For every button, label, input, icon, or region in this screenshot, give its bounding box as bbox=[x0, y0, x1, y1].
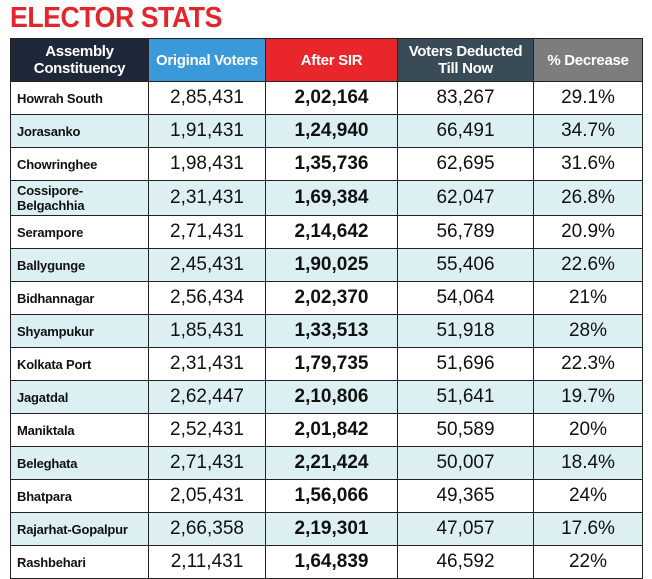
value-cell: 31.6% bbox=[533, 147, 643, 181]
value-cell: 2,52,431 bbox=[148, 413, 266, 447]
value-cell: 2,05,431 bbox=[148, 479, 266, 513]
value-cell: 1,69,384 bbox=[265, 180, 398, 216]
value-cell: 1,64,839 bbox=[265, 545, 398, 579]
value-cell: 2,85,431 bbox=[148, 81, 266, 115]
value-cell: 1,56,066 bbox=[265, 479, 398, 513]
value-cell: 54,064 bbox=[397, 281, 534, 315]
value-cell: 1,24,940 bbox=[265, 114, 398, 148]
value-cell: 2,62,447 bbox=[148, 380, 266, 414]
value-cell: 62,047 bbox=[397, 180, 534, 216]
constituency-cell: Serampore bbox=[10, 215, 149, 249]
constituency-cell: Howrah South bbox=[10, 81, 149, 115]
value-cell: 66,491 bbox=[397, 114, 534, 148]
value-cell: 51,696 bbox=[397, 347, 534, 381]
value-cell: 20.9% bbox=[533, 215, 643, 249]
title: ELECTOR STATS bbox=[10, 2, 222, 34]
column-header: % Decrease bbox=[533, 38, 643, 82]
table-row: Jagatdal 2,62,447 2,10,806 51,641 19.7% bbox=[10, 380, 643, 414]
table-row: Serampore 2,71,431 2,14,642 56,789 20.9% bbox=[10, 215, 643, 249]
table-row: Beleghata 2,71,431 2,21,424 50,007 18.4% bbox=[10, 446, 643, 480]
value-cell: 17.6% bbox=[533, 512, 643, 546]
value-cell: 24% bbox=[533, 479, 643, 513]
value-cell: 62,695 bbox=[397, 147, 534, 181]
value-cell: 2,71,431 bbox=[148, 446, 266, 480]
table-row: Kolkata Port 2,31,431 1,79,735 51,696 22.3% bbox=[10, 347, 643, 381]
value-cell: 1,35,736 bbox=[265, 147, 398, 181]
table-row: Chowringhee 1,98,431 1,35,736 62,695 31.6% bbox=[10, 147, 643, 181]
value-cell: 22.3% bbox=[533, 347, 643, 381]
value-cell: 22.6% bbox=[533, 248, 643, 282]
column-header: Assembly Constituency bbox=[10, 38, 149, 82]
value-cell: 1,90,025 bbox=[265, 248, 398, 282]
table-row: Bidhannagar 2,56,434 2,02,370 54,064 21% bbox=[10, 281, 643, 315]
value-cell: 2,01,842 bbox=[265, 413, 398, 447]
header-row: Assembly Constituency Original Voters Afte… bbox=[10, 38, 643, 82]
value-cell: 28% bbox=[533, 314, 643, 348]
table-row: Bhatpara 2,05,431 1,56,066 49,365 24% bbox=[10, 479, 643, 513]
constituency-cell: Ballygunge bbox=[10, 248, 149, 282]
constituency-cell: Jagatdal bbox=[10, 380, 149, 414]
column-header: After SIR bbox=[265, 38, 398, 82]
value-cell: 2,02,164 bbox=[265, 81, 398, 115]
value-cell: 19.7% bbox=[533, 380, 643, 414]
value-cell: 29.1% bbox=[533, 81, 643, 115]
value-cell: 22% bbox=[533, 545, 643, 579]
page: ELECTOR STATS Assembly Constituency Origi… bbox=[10, 2, 643, 579]
table-row: Shyampukur 1,85,431 1,33,513 51,918 28% bbox=[10, 314, 643, 348]
table-row: Ballygunge 2,45,431 1,90,025 55,406 22.6% bbox=[10, 248, 643, 282]
value-cell: 21% bbox=[533, 281, 643, 315]
value-cell: 51,918 bbox=[397, 314, 534, 348]
value-cell: 1,33,513 bbox=[265, 314, 398, 348]
value-cell: 1,79,735 bbox=[265, 347, 398, 381]
table-row: Rashbehari 2,11,431 1,64,839 46,592 22% bbox=[10, 545, 643, 579]
value-cell: 2,45,431 bbox=[148, 248, 266, 282]
constituency-cell: Cossipore-Belgachhia bbox=[10, 180, 149, 216]
value-cell: 20% bbox=[533, 413, 643, 447]
table-row: Howrah South 2,85,431 2,02,164 83,267 29.1% bbox=[10, 81, 643, 115]
value-cell: 1,98,431 bbox=[148, 147, 266, 181]
value-cell: 26.8% bbox=[533, 180, 643, 216]
value-cell: 2,02,370 bbox=[265, 281, 398, 315]
table-row: Maniktala 2,52,431 2,01,842 50,589 20% bbox=[10, 413, 643, 447]
constituency-cell: Bidhannagar bbox=[10, 281, 149, 315]
value-cell: 49,365 bbox=[397, 479, 534, 513]
value-cell: 1,91,431 bbox=[148, 114, 266, 148]
value-cell: 56,789 bbox=[397, 215, 534, 249]
constituency-cell: Bhatpara bbox=[10, 479, 149, 513]
value-cell: 55,406 bbox=[397, 248, 534, 282]
value-cell: 47,057 bbox=[397, 512, 534, 546]
table-row: Jorasanko 1,91,431 1,24,940 66,491 34.7% bbox=[10, 114, 643, 148]
constituency-cell: Kolkata Port bbox=[10, 347, 149, 381]
value-cell: 2,11,431 bbox=[148, 545, 266, 579]
value-cell: 18.4% bbox=[533, 446, 643, 480]
stats-table: Assembly Constituency Original Voters Afte… bbox=[10, 38, 643, 579]
value-cell: 2,31,431 bbox=[148, 347, 266, 381]
constituency-cell: Shyampukur bbox=[10, 314, 149, 348]
column-header: Voters Deducted Till Now bbox=[397, 38, 534, 82]
value-cell: 2,31,431 bbox=[148, 180, 266, 216]
value-cell: 46,592 bbox=[397, 545, 534, 579]
value-cell: 50,589 bbox=[397, 413, 534, 447]
value-cell: 1,85,431 bbox=[148, 314, 266, 348]
constituency-cell: Maniktala bbox=[10, 413, 149, 447]
constituency-cell: Rajarhat-Gopalpur bbox=[10, 512, 149, 546]
value-cell: 51,641 bbox=[397, 380, 534, 414]
table-row: Cossipore-Belgachhia 2,31,431 1,69,384 62,0… bbox=[10, 180, 643, 216]
value-cell: 50,007 bbox=[397, 446, 534, 480]
value-cell: 34.7% bbox=[533, 114, 643, 148]
value-cell: 2,21,424 bbox=[265, 446, 398, 480]
constituency-cell: Jorasanko bbox=[10, 114, 149, 148]
constituency-cell: Beleghata bbox=[10, 446, 149, 480]
value-cell: 2,56,434 bbox=[148, 281, 266, 315]
value-cell: 2,10,806 bbox=[265, 380, 398, 414]
constituency-cell: Rashbehari bbox=[10, 545, 149, 579]
column-header: Original Voters bbox=[148, 38, 266, 82]
table-body: Howrah South 2,85,431 2,02,164 83,267 29.1% J… bbox=[10, 81, 643, 579]
constituency-cell: Chowringhee bbox=[10, 147, 149, 181]
table-row: Rajarhat-Gopalpur 2,66,358 2,19,301 47,057 1… bbox=[10, 512, 643, 546]
value-cell: 2,14,642 bbox=[265, 215, 398, 249]
value-cell: 83,267 bbox=[397, 81, 534, 115]
value-cell: 2,71,431 bbox=[148, 215, 266, 249]
